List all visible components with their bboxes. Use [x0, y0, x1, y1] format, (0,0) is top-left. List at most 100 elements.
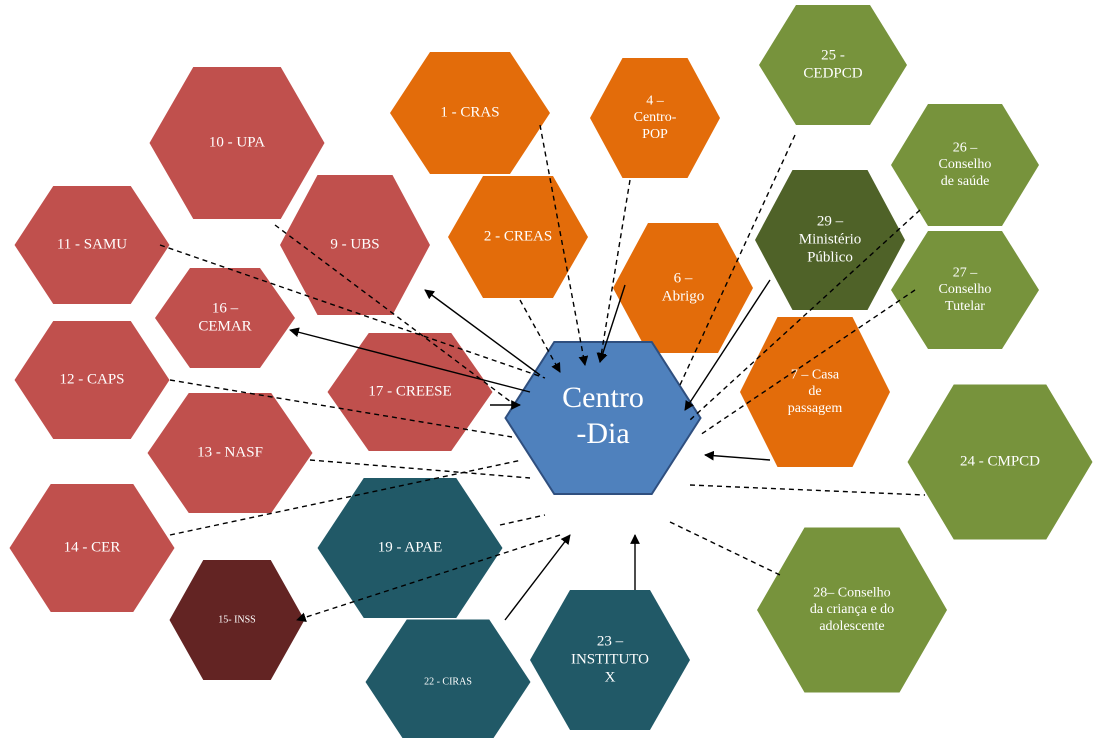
hexagon [891, 104, 1039, 226]
edge [424, 289, 541, 376]
hexagon [147, 393, 313, 513]
edge [169, 379, 513, 438]
node-label: 13 - NASF [197, 444, 263, 460]
hexagon [317, 478, 503, 618]
node: 9 - UBS [280, 175, 430, 315]
hexagon [907, 384, 1093, 540]
node: 17 - CREESE [327, 333, 493, 451]
node-label: 28– Conselho [813, 585, 890, 600]
node: 26 – Conselho de saúde [891, 104, 1039, 226]
edge [596, 179, 631, 363]
edge [679, 134, 796, 386]
node-label: 12 - CAPS [59, 371, 124, 387]
edge [169, 459, 523, 536]
node: 2 - CREAS [448, 176, 588, 298]
node-label: 24 - CMPCD [960, 453, 1040, 469]
node-label: 16 – [212, 300, 239, 316]
node: 23 – INSTITUTO X [530, 590, 690, 730]
node-label: X [605, 669, 616, 685]
node-label: 27 – [953, 265, 979, 280]
node-label: 4 – [646, 93, 665, 108]
node-label: 2 - CREAS [484, 228, 552, 244]
node-label: CEMAR [198, 318, 251, 334]
edge [296, 534, 561, 622]
node: 12 - CAPS [14, 321, 170, 439]
hexagon [9, 484, 175, 612]
edge [499, 514, 546, 526]
hexagon [327, 333, 493, 451]
hexagon [280, 175, 430, 315]
edges [159, 124, 926, 622]
node: 16 – CEMAR [155, 268, 295, 368]
hexagon [504, 341, 702, 495]
node-label: 22 - CIRAS [424, 676, 472, 687]
hexagon [365, 619, 531, 738]
node-label: 7 – Casa [791, 367, 840, 382]
node: 19 - APAE [317, 478, 503, 618]
node-label: 11 - SAMU [57, 236, 127, 252]
edge [598, 284, 626, 363]
edge [289, 327, 531, 393]
node-label: 15- INSS [218, 614, 256, 625]
node: 6 – Abrigo [613, 223, 753, 353]
node-label: POP [642, 127, 668, 142]
hexagon [590, 58, 720, 178]
edge [504, 534, 571, 621]
node-label: da criança e do [810, 602, 894, 617]
hexagon [740, 317, 890, 467]
node-label: 6 – [674, 270, 693, 286]
node-label: 1 - CRAS [440, 104, 499, 120]
hexagon [891, 231, 1039, 349]
node-label: CEDPCD [803, 65, 862, 81]
edge [684, 279, 771, 411]
node-label: 19 - APAE [378, 539, 442, 555]
hexagon [755, 170, 905, 310]
node-label: Conselho [939, 282, 992, 297]
node-label: 14 - CER [64, 539, 121, 555]
node: Centro-Dia [504, 341, 702, 495]
node-label: Ministério [799, 231, 862, 247]
node-label: -Dia [576, 417, 629, 450]
edge [689, 484, 926, 496]
edge [159, 244, 546, 379]
hexagon [757, 527, 947, 693]
node-label: 23 – [597, 633, 624, 649]
node-label: Público [807, 249, 853, 265]
node: 22 - CIRAS [365, 619, 531, 738]
node: 7 – Casa de passagem [740, 317, 890, 467]
node-label: 17 - CREESE [368, 383, 451, 399]
edge [704, 450, 771, 461]
node: 11 - SAMU [14, 186, 170, 304]
edge [519, 299, 561, 373]
node: 25 - CEDPCD [759, 5, 907, 125]
node-label: adolescente [819, 619, 884, 634]
node: 10 - UPA [149, 67, 325, 219]
hexagon [448, 176, 588, 298]
hexagon [14, 186, 170, 304]
edge [274, 224, 516, 406]
node-label: 25 - [821, 47, 845, 63]
node-label: 29 – [817, 213, 844, 229]
hexagon [169, 560, 305, 680]
node-label: de [808, 384, 821, 399]
node-label: Tutelar [945, 299, 985, 314]
node: 28– Conselho da criança e do adolescente [757, 527, 947, 693]
node-label: passagem [788, 401, 843, 416]
node: 15- INSS [169, 560, 305, 680]
hexagon [155, 268, 295, 368]
node: 27 – Conselho Tutelar [891, 231, 1039, 349]
edge [699, 289, 916, 436]
node-label: Abrigo [662, 288, 705, 304]
node-label: de saúde [941, 174, 990, 189]
node-label: Conselho [939, 157, 992, 172]
node: 29 – Ministério Público [755, 170, 905, 310]
hexagon [14, 321, 170, 439]
node: 13 - NASF [147, 393, 313, 513]
hexagon [390, 52, 550, 174]
edge [669, 521, 781, 576]
node-label: Centro [562, 381, 644, 414]
node-label: INSTITUTO [571, 651, 649, 667]
node-label: 10 - UPA [209, 134, 265, 150]
edge [309, 459, 531, 479]
